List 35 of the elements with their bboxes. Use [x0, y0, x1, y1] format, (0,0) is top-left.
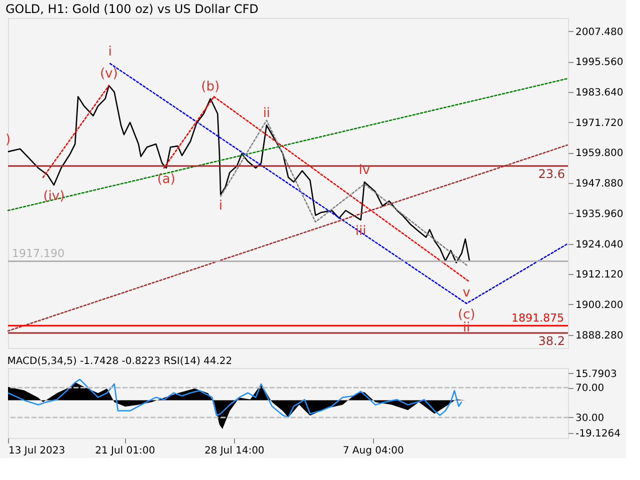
x-tick-label: 13 Jul 2023: [8, 446, 66, 456]
annotation: 23.6: [538, 166, 565, 181]
y2-tick-label: 30.00: [576, 412, 604, 424]
y-tick-label: 1935.960: [576, 208, 624, 220]
y-tick-label: 1983.640: [576, 87, 624, 98]
y-tick-label: 1900.200: [576, 300, 624, 311]
y-tick-label: 1924.040: [576, 239, 624, 250]
chart-title: MACD(5,34,5) -1.7428 -0.8223 RSI(14) 44.22: [7, 356, 232, 367]
ref-line-label: 1917.190: [12, 247, 64, 260]
annotation: ii: [262, 106, 270, 122]
y-tick-label: 2007.480: [576, 26, 624, 38]
annotation: 38.2: [538, 334, 565, 348]
y-tick-label: 15.7903: [576, 368, 617, 380]
annotation: (v): [100, 66, 118, 82]
y-tick-label: 1912.120: [576, 270, 624, 281]
x-tick-label: 28 Jul 14:00: [204, 446, 264, 456]
annotation: (a): [157, 172, 176, 187]
y-tick-label: 1971.720: [576, 118, 624, 129]
annotation: ): [5, 132, 11, 148]
y-tick-label: 1995.560: [576, 57, 624, 68]
y-tick-label: 1888.280: [576, 330, 624, 342]
annotation: i: [218, 198, 222, 214]
ref-line-label: 1891.875: [512, 312, 564, 325]
annotation: (b): [201, 80, 220, 95]
annotation: (c): [458, 307, 476, 322]
chart-title: GOLD, H1: Gold (100 oz) vs US Dollar CFD: [5, 2, 258, 16]
annotation: i: [108, 44, 112, 60]
y-tick-label: 1947.880: [576, 178, 624, 190]
x-tick-label: 21 Jul 01:00: [95, 446, 156, 456]
y-tick-label: -19.1264: [576, 428, 620, 440]
annotation: v: [462, 285, 471, 300]
y-tick-label: 1959.800: [576, 148, 624, 160]
x-tick-label: 7 Aug 04:00: [342, 446, 404, 456]
annotation: iv: [358, 162, 370, 178]
y2-tick-label: 70.00: [576, 383, 604, 394]
